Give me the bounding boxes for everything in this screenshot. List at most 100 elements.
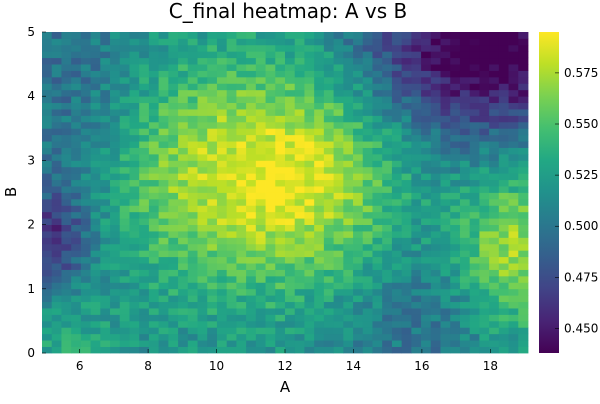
heatmap-cell <box>246 51 257 59</box>
heatmap-cell <box>119 314 130 322</box>
heatmap-cell <box>226 141 237 148</box>
heatmap-cell <box>362 96 373 104</box>
heatmap-cell <box>110 295 121 303</box>
heatmap-cell <box>362 198 373 206</box>
heatmap-cell <box>246 205 257 213</box>
heatmap-cell <box>479 314 490 322</box>
heatmap-cell <box>459 250 471 258</box>
heatmap-cell <box>275 102 286 110</box>
heatmap-cell <box>226 275 237 283</box>
heatmap-cell <box>314 269 325 277</box>
heatmap-cell <box>275 83 286 91</box>
heatmap-cell <box>236 198 247 206</box>
heatmap-cell <box>207 186 218 193</box>
heatmap-cell <box>489 327 500 335</box>
heatmap-cell <box>42 179 53 187</box>
heatmap-cell <box>265 96 276 104</box>
heatmap-cell <box>450 51 461 59</box>
heatmap-cell <box>489 147 500 155</box>
heatmap-cell <box>148 147 160 155</box>
heatmap-cell <box>518 44 529 52</box>
heatmap-cell <box>294 269 305 277</box>
heatmap-cell <box>285 231 296 238</box>
heatmap-cell <box>304 275 315 283</box>
heatmap-cell <box>236 301 247 309</box>
heatmap-cell <box>255 320 266 328</box>
heatmap-cell <box>255 102 266 110</box>
heatmap-cell <box>498 134 509 142</box>
heatmap-cell <box>411 166 422 174</box>
heatmap-cell <box>148 121 160 129</box>
heatmap-cell <box>353 282 364 290</box>
heatmap-cell <box>216 314 228 322</box>
heatmap-cell <box>362 134 373 142</box>
heatmap-cell <box>148 192 160 200</box>
heatmap-cell <box>333 128 344 136</box>
heatmap-cell <box>459 288 471 296</box>
heatmap-cell <box>518 231 529 238</box>
heatmap-cell <box>430 76 441 84</box>
heatmap-cell <box>421 275 432 283</box>
heatmap-cell <box>207 198 218 206</box>
heatmap-cell <box>207 128 218 136</box>
heatmap-cell <box>411 301 422 309</box>
heatmap-cell <box>168 198 179 206</box>
heatmap-cell <box>489 320 500 328</box>
heatmap-cell <box>187 89 198 97</box>
heatmap-cell <box>343 160 354 168</box>
heatmap-cell <box>129 256 140 264</box>
heatmap-cell <box>401 340 412 347</box>
heatmap-cell <box>285 205 296 213</box>
heatmap-cell <box>216 192 228 200</box>
heatmap-cell <box>391 333 403 341</box>
heatmap-cell <box>255 346 266 354</box>
heatmap-cell <box>129 51 140 59</box>
heatmap-cell <box>168 288 179 296</box>
heatmap-cell <box>333 218 344 225</box>
heatmap-cell <box>479 301 490 309</box>
heatmap-cell <box>372 263 383 270</box>
heatmap-cell <box>197 218 208 225</box>
heatmap-cell <box>304 109 315 116</box>
heatmap-cell <box>51 333 62 341</box>
heatmap-cell <box>498 320 509 328</box>
heatmap-cell <box>314 83 325 91</box>
heatmap-cell <box>178 115 189 123</box>
heatmap-cell <box>314 76 325 84</box>
heatmap-cell <box>333 153 344 161</box>
heatmap-cell <box>430 192 441 200</box>
heatmap-cell <box>129 288 140 296</box>
heatmap-cell <box>129 218 140 225</box>
heatmap-cell <box>430 64 441 71</box>
heatmap-cell <box>61 32 72 39</box>
heatmap-cell <box>178 128 189 136</box>
heatmap-cell <box>362 166 373 174</box>
heatmap-cell <box>333 192 344 200</box>
heatmap-cell <box>265 308 276 315</box>
heatmap-cell <box>421 166 432 174</box>
heatmap-cell <box>469 89 480 97</box>
heatmap-cell <box>469 38 480 46</box>
heatmap-cell <box>391 115 403 123</box>
heatmap-cell <box>333 295 344 303</box>
heatmap-cell <box>518 160 529 168</box>
heatmap-cell <box>479 243 490 251</box>
heatmap-cell <box>353 333 364 341</box>
heatmap-cell <box>236 295 247 303</box>
heatmap-cell <box>255 121 266 129</box>
heatmap-cell <box>168 243 179 251</box>
heatmap-cell <box>459 76 471 84</box>
heatmap-cell <box>110 64 121 71</box>
heatmap-cell <box>71 121 82 129</box>
heatmap-cell <box>236 186 247 193</box>
heatmap-cell <box>100 237 111 245</box>
heatmap-cell <box>226 269 237 277</box>
heatmap-cell <box>430 166 441 174</box>
heatmap-cell <box>382 314 393 322</box>
heatmap-cell <box>430 327 441 335</box>
heatmap-cell <box>110 89 121 97</box>
heatmap-cell <box>391 51 403 59</box>
heatmap-cell <box>246 128 257 136</box>
heatmap-cell <box>236 346 247 354</box>
heatmap-cell <box>119 44 130 52</box>
